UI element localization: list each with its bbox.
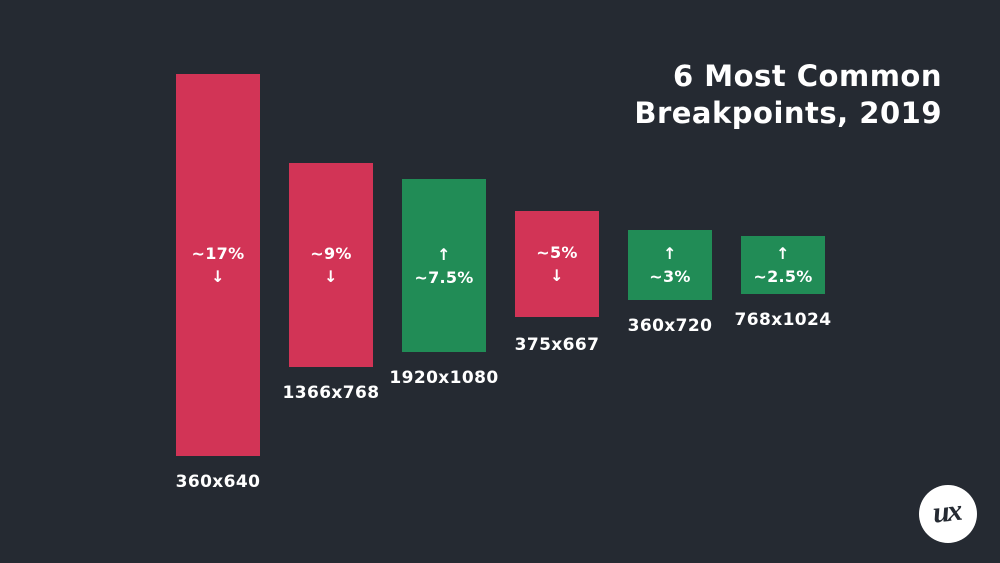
bar-value-label: ~5% bbox=[536, 243, 578, 262]
bar-360x720: ↑ ~3% bbox=[628, 230, 712, 300]
bar-value-label: ~7.5% bbox=[414, 267, 474, 287]
bar-1920x1080: ↑ ~7.5% bbox=[402, 179, 486, 352]
arrow-up-icon: ↑ bbox=[437, 244, 451, 264]
ux-logo: ux bbox=[919, 485, 977, 543]
bar-1920x1080-text: ↑ ~7.5% bbox=[414, 243, 473, 289]
bar-360x720-text: ↑ ~3% bbox=[649, 242, 690, 288]
arrow-up-icon: ↑ bbox=[776, 244, 790, 263]
bar-value-label: ~9% bbox=[310, 244, 352, 263]
chart-title-line2: Breakpoints, 2019 bbox=[634, 96, 942, 130]
ux-logo-text: ux bbox=[930, 493, 962, 530]
bar-375x667: ~5% ↓ bbox=[515, 211, 599, 317]
arrow-up-icon: ↑ bbox=[663, 244, 677, 263]
bar-375x667-text: ~5% ↓ bbox=[536, 241, 577, 287]
bar-resolution-label-1366x768: 1366x768 bbox=[282, 383, 380, 403]
bar-360x640-text: ~17% ↓ bbox=[192, 242, 245, 288]
bar-resolution-label-1920x1080: 1920x1080 bbox=[389, 368, 499, 388]
bar-value-label: ~17% bbox=[191, 244, 245, 263]
bar-1366x768-text: ~9% ↓ bbox=[310, 242, 351, 288]
chart-title-line1: 6 Most Common bbox=[673, 59, 942, 93]
arrow-down-icon: ↓ bbox=[211, 267, 225, 286]
arrow-down-icon: ↓ bbox=[324, 267, 338, 286]
bar-resolution-label-768x1024: 768x1024 bbox=[734, 310, 832, 330]
bar-value-label: ~3% bbox=[649, 267, 691, 286]
bar-resolution-label-360x640: 360x640 bbox=[175, 472, 261, 492]
bar-768x1024: ↑ ~2.5% bbox=[741, 236, 825, 294]
chart-title: 6 Most Common Breakpoints, 2019 bbox=[634, 58, 942, 132]
bar-768x1024-text: ↑ ~2.5% bbox=[753, 242, 812, 288]
bar-value-label: ~2.5% bbox=[753, 267, 813, 286]
bar-resolution-label-360x720: 360x720 bbox=[627, 316, 713, 336]
arrow-down-icon: ↓ bbox=[550, 266, 564, 285]
bar-360x640: ~17% ↓ bbox=[176, 74, 260, 456]
bar-resolution-label-375x667: 375x667 bbox=[514, 335, 600, 355]
bar-1366x768: ~9% ↓ bbox=[289, 163, 373, 367]
